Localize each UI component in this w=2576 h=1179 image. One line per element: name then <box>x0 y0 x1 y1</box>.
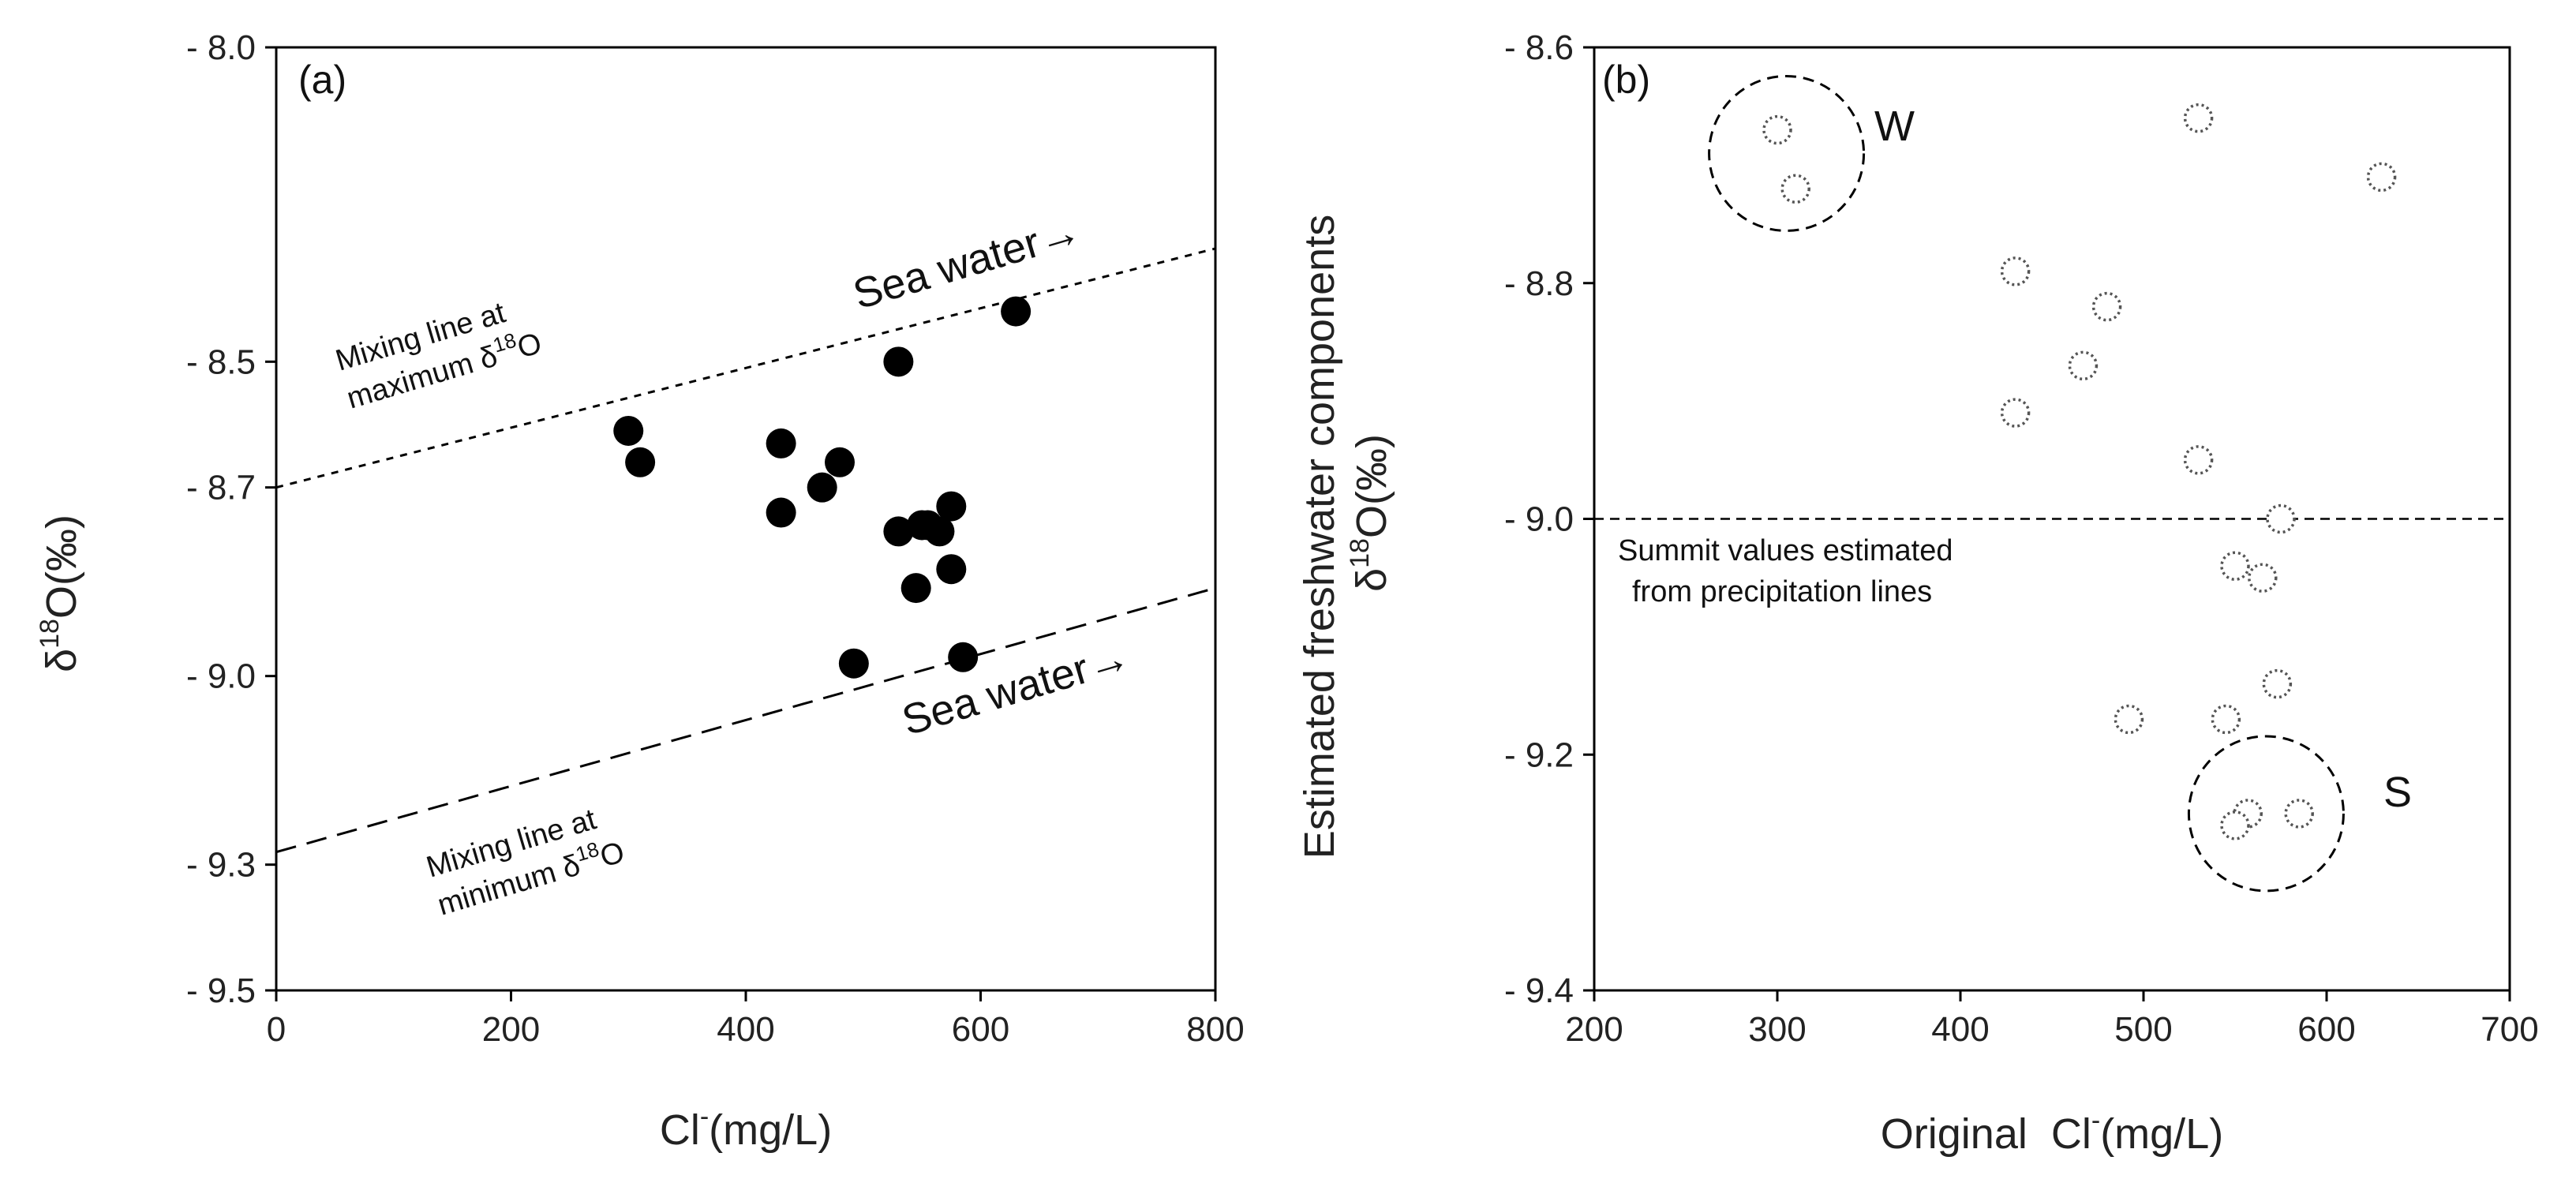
mixing-line-max <box>275 247 1216 489</box>
panel-b: (b) - 8.6 - 8.8 - 9.0 - 9.2 - 9.4 200 300 400 5… <box>1296 28 2539 1158</box>
x-axis-title-b: Original Cl-(mg/L) <box>1881 1106 2223 1158</box>
data-point <box>2220 810 2250 840</box>
data-point <box>766 497 796 528</box>
x-axis-title-a: Cl-(mg/L) <box>660 1102 832 1154</box>
data-point <box>2183 103 2214 133</box>
x-tick-label: 600 <box>2297 1010 2355 1049</box>
y-axis-title-a: δ18O(‰) <box>35 515 85 672</box>
data-point <box>2262 668 2293 699</box>
plot-frame-a <box>275 46 1217 992</box>
x-tick-label: 400 <box>1931 1010 1989 1049</box>
data-point <box>936 554 967 585</box>
data-point <box>2220 551 2250 581</box>
panel-a: (a) - 8.0 - 8.5 - 8.7 - 9.0 - 9.3 - 9.5 0 200 4… <box>35 28 1245 1154</box>
x-tick-label: 600 <box>952 1010 1009 1049</box>
y-tick-label: - 9.4 <box>1504 971 1574 1010</box>
y-tick-label: - 8.5 <box>186 342 256 381</box>
group-label-w: W <box>1874 103 1915 150</box>
group-circle-s <box>2187 735 2345 893</box>
ref-line-label-2: from precipitation lines <box>1632 575 1932 608</box>
group-circle-w <box>1708 74 1866 232</box>
x-tick-label: 800 <box>1186 1010 1244 1049</box>
data-point <box>2266 503 2296 534</box>
data-point <box>625 447 656 477</box>
data-point <box>2248 563 2278 593</box>
x-tick-label: 0 <box>267 1010 286 1049</box>
y-tick-label: - 9.0 <box>186 657 256 696</box>
data-point <box>825 447 855 477</box>
y-tick-label: - 9.3 <box>186 846 256 885</box>
data-point <box>2000 398 2031 428</box>
mixing-lines-a <box>275 247 1216 854</box>
mixing-line-min <box>275 586 1216 854</box>
data-point <box>2284 799 2314 829</box>
x-tick-label: 200 <box>482 1010 540 1049</box>
x-tick-label: 500 <box>2114 1010 2172 1049</box>
data-point <box>883 516 914 547</box>
x-tick-label: 200 <box>1565 1010 1623 1049</box>
data-point <box>1001 296 1032 327</box>
x-ticks-b: 200 300 400 500 600 700 <box>1565 990 2539 1049</box>
data-point <box>1762 114 1792 145</box>
ref-line-label-1: Summit values estimated <box>1618 534 1953 567</box>
data-point <box>900 573 931 604</box>
panel-label-a: (a) <box>298 58 346 102</box>
data-point <box>838 648 869 679</box>
data-point <box>2183 445 2214 475</box>
y-ticks-b: - 8.6 - 8.8 - 9.0 - 9.2 - 9.4 <box>1504 28 1594 1010</box>
y-tick-label: - 8.7 <box>186 469 256 507</box>
x-tick-label: 400 <box>717 1010 774 1049</box>
panel-label-b: (b) <box>1602 58 1650 102</box>
y-ticks-a: - 8.0 - 8.5 - 8.7 - 9.0 - 9.3 - 9.5 <box>186 28 276 1010</box>
x-tick-label: 300 <box>1748 1010 1806 1049</box>
y-axis-title-b-line1: Estimated freshwater components <box>1296 215 1343 859</box>
y-tick-label: - 9.0 <box>1504 500 1574 539</box>
y-tick-label: - 9.2 <box>1504 735 1574 774</box>
y-tick-label: - 8.6 <box>1504 28 1574 67</box>
points-a <box>613 296 1032 679</box>
group-label-s: S <box>2383 769 2412 816</box>
data-point <box>2114 704 2144 735</box>
group-circles-b <box>1708 74 2345 893</box>
y-tick-label: - 8.0 <box>186 28 256 67</box>
points-b <box>1762 103 2397 840</box>
data-point <box>924 516 955 547</box>
data-point <box>807 472 837 503</box>
data-point <box>2068 350 2099 381</box>
data-point <box>613 415 644 446</box>
data-point <box>2000 256 2031 286</box>
data-point <box>2211 704 2241 735</box>
y-tick-label: - 8.8 <box>1504 264 1574 303</box>
data-point <box>948 642 979 672</box>
y-tick-label: - 9.5 <box>186 971 256 1010</box>
data-point <box>1780 174 1810 204</box>
x-tick-label: 700 <box>2481 1010 2538 1049</box>
x-ticks-a: 0 200 400 600 800 <box>267 990 1245 1049</box>
data-point <box>766 428 796 458</box>
y-axis-title-b-line2: δ18O(‰) <box>1345 434 1395 592</box>
data-point <box>883 346 914 377</box>
data-point <box>936 491 967 522</box>
data-point <box>2366 162 2397 193</box>
data-point <box>2091 291 2122 322</box>
